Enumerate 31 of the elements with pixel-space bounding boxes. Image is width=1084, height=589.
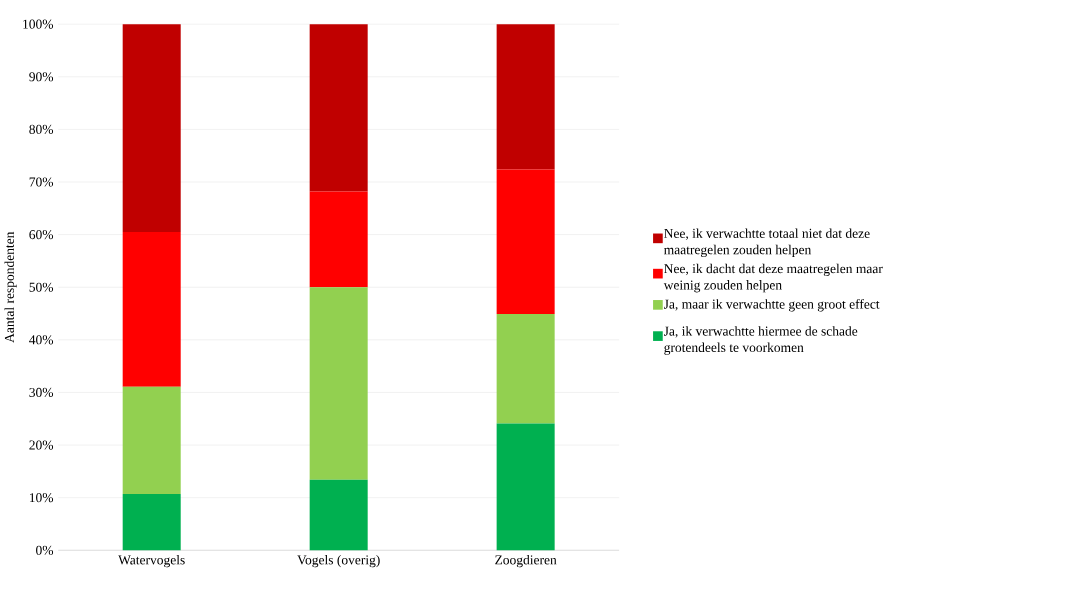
x-tick-label: Zoogdieren: [495, 554, 557, 568]
y-tick-label: 10%: [29, 493, 54, 503]
y-tick-label: 60%: [29, 230, 54, 240]
y-tick-label: 30%: [29, 387, 54, 398]
y-tick-label: 40%: [29, 335, 54, 345]
y-tick-label: 20%: [29, 440, 54, 450]
y-tick-label: 70%: [29, 177, 54, 187]
legend-label: Nee, ik verwachtte totaal niet dat deze maatregelen zouden helpen: [663, 228, 870, 258]
bar: [496, 24, 555, 170]
y-tick-label: 50%: [29, 282, 54, 292]
bar: [122, 232, 181, 387]
x-tick-label: Watervogels: [118, 554, 185, 568]
bar: [309, 24, 368, 192]
bar: [309, 479, 368, 551]
y-tick-label: 100%: [23, 19, 54, 29]
y-tick-label: 80%: [29, 124, 54, 134]
legend-label: Nee, ik dacht dat deze maatregelen maar weinig zouden helpen: [663, 263, 883, 293]
legend-label: Ja, ik verwachtte hiermee de schade grotendeels te voorkomen: [663, 326, 858, 355]
y-tick-label: 0%: [36, 545, 54, 555]
y-axis-title: Aantal respondenten: [4, 231, 17, 343]
bar: [496, 314, 555, 424]
bar: [309, 287, 368, 480]
bar: [122, 24, 181, 232]
y-tick-label: 90%: [29, 72, 54, 82]
bar: [122, 494, 181, 551]
legend-label: Ja, maar ik verwachtte geen groot effect: [663, 299, 880, 312]
bar: [496, 169, 555, 315]
bar: [309, 191, 368, 288]
bar: [122, 386, 181, 495]
bar: [496, 423, 555, 551]
x-tick-label: Vogels (overig): [297, 554, 380, 568]
